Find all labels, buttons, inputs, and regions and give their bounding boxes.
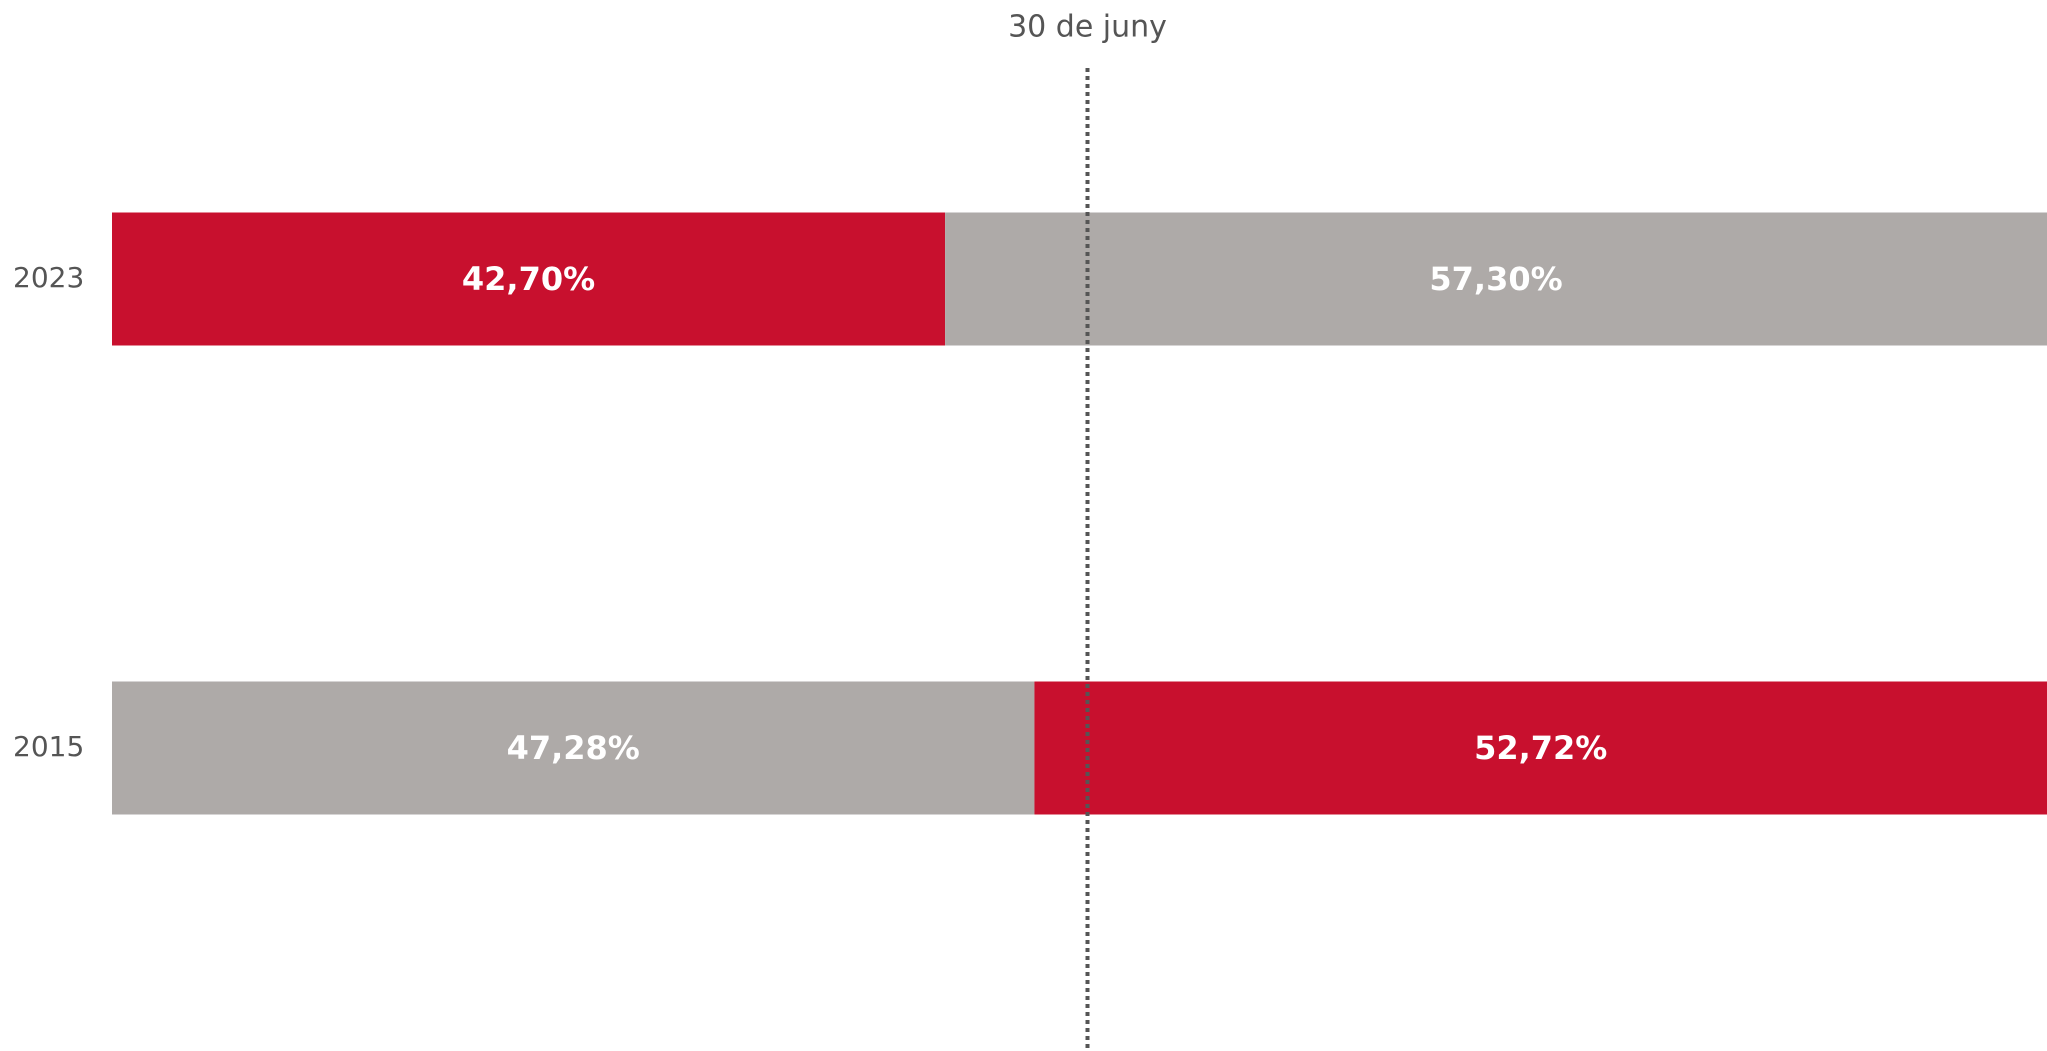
value-label: 42,70% — [462, 260, 595, 298]
bar-segment — [112, 212, 946, 346]
category-label: 2023 — [13, 261, 84, 294]
value-label: 47,28% — [507, 729, 640, 767]
reference-label: 30 de juny — [1008, 10, 1167, 45]
bar-segment — [945, 212, 2047, 346]
value-label: 52,72% — [1474, 729, 1607, 767]
category-label: 2015 — [13, 730, 84, 763]
bar-segment — [1034, 681, 2047, 815]
bar-segment — [112, 681, 1035, 815]
value-label: 57,30% — [1429, 260, 1562, 298]
